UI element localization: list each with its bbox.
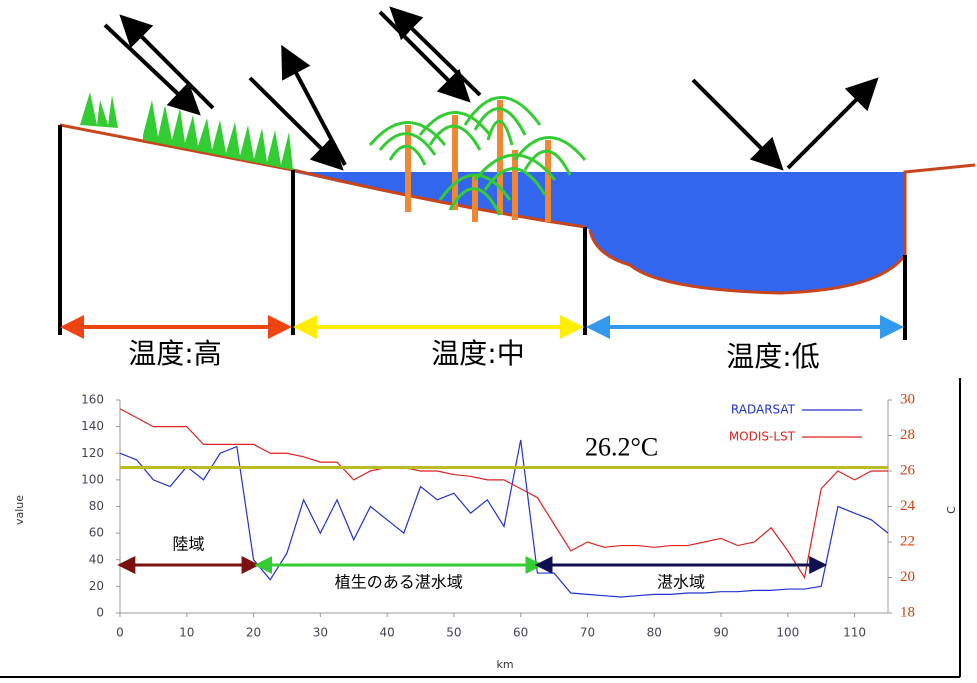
x-tick-label: 50: [446, 626, 461, 640]
x-tick-label: 60: [513, 626, 528, 640]
y-tick-label: 20: [89, 579, 104, 593]
y-tick-label: 0: [96, 606, 104, 620]
y2-tick-label: 18: [900, 604, 915, 620]
legend-label: MODIS-LST: [729, 430, 796, 444]
x-tick-label: 110: [843, 626, 866, 640]
landscape: 温度:高 温度:中 温度:低: [60, 12, 975, 373]
y-tick-label: 140: [81, 419, 104, 433]
x-tick-label: 0: [116, 626, 124, 640]
threshold-label: 26.2°C: [585, 432, 658, 461]
x-tick-label: 70: [580, 626, 595, 640]
series-line: [120, 440, 888, 597]
y2-tick-label: 28: [900, 427, 915, 443]
y2-tick-label: 22: [900, 533, 915, 549]
legend-label: RADARSAT: [731, 403, 796, 417]
region-label: 湛水域: [657, 573, 705, 592]
y-tick-label: 40: [89, 552, 104, 566]
y2-tick-label: 24: [900, 498, 916, 514]
x-tick-label: 10: [179, 626, 194, 640]
y2-axis-label: C: [945, 506, 958, 514]
figure: 温度:高 温度:中 温度:低 value C km 02040608010012…: [0, 0, 977, 679]
region-label: 植生のある湛水域: [335, 573, 463, 592]
zone-label: 温度:高: [128, 337, 221, 370]
y-tick-label: 160: [81, 393, 104, 407]
region-label: 陸域: [172, 535, 204, 554]
x-tick-label: 40: [379, 626, 394, 640]
x-tick-label: 90: [713, 626, 728, 640]
chart: value C km 02040608010012014016018202224…: [0, 378, 960, 677]
x-tick-label: 30: [313, 626, 328, 640]
x-tick-label: 20: [246, 626, 261, 640]
y-tick-label: 60: [89, 526, 104, 540]
y2-tick-label: 30: [900, 391, 915, 407]
x-axis-label: km: [496, 658, 513, 671]
y2-tick-label: 26: [900, 462, 916, 478]
zone-label: 温度:低: [726, 340, 819, 373]
y2-tick-label: 20: [900, 569, 915, 585]
y-axis-label: value: [13, 495, 26, 525]
y-tick-label: 80: [89, 499, 104, 513]
zone-label: 温度:中: [431, 337, 524, 370]
y-tick-label: 100: [81, 472, 104, 486]
x-tick-label: 100: [776, 626, 799, 640]
x-tick-label: 80: [647, 626, 662, 640]
y-tick-label: 120: [81, 446, 104, 460]
